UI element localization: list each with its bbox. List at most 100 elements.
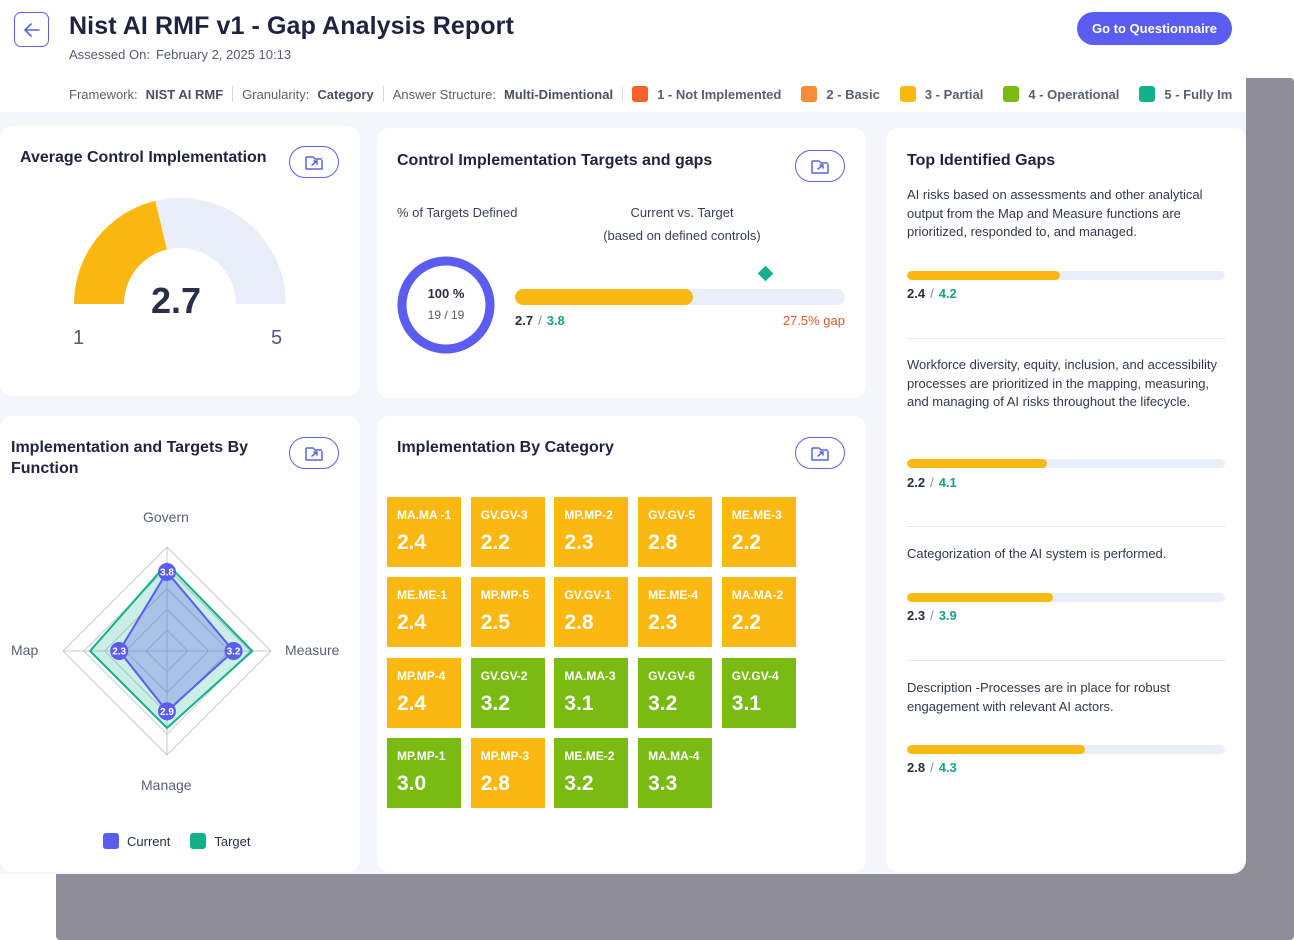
answer-structure-label: Answer Structure:	[392, 86, 497, 102]
gauge-fill	[74, 200, 167, 304]
category-tile[interactable]: MP.MP-4 2.4	[387, 657, 461, 728]
current-value: 2.2	[907, 475, 926, 490]
donut-arc	[397, 256, 495, 354]
category-code: MA.MA-4	[648, 748, 700, 763]
gap-progress-bar	[907, 593, 1225, 602]
current-vs-target-bar	[515, 289, 845, 305]
category-score: 2.4	[397, 691, 427, 715]
category-code: ME.ME-4	[648, 588, 699, 603]
category-score: 2.8	[648, 531, 678, 554]
legend-item: 3 - Partial	[899, 86, 983, 102]
category-tile[interactable]: ME.ME-1 2.4	[387, 577, 461, 648]
legend-swatch	[801, 86, 818, 102]
card-title: Average Control Implementation	[20, 149, 267, 166]
gap-description: Workforce diversity, equity, inclusion, …	[907, 357, 1217, 409]
divider	[232, 86, 234, 102]
category-tile[interactable]: MP.MP-1 3.0	[387, 737, 461, 808]
export-icon	[305, 447, 323, 461]
top-gaps-card: Top Identified Gaps AI risks based on as…	[886, 128, 1246, 872]
gap-values: 2.4/4.2	[907, 286, 957, 301]
gap-values: 2.3/3.9	[907, 608, 957, 623]
gap-progress-fill	[907, 459, 1047, 468]
divider	[907, 660, 1225, 661]
based-on-label: (based on defined controls)	[603, 228, 761, 243]
current-value: 2.4	[907, 286, 926, 301]
gap-description: Categorization of the AI system is perfo…	[907, 546, 1167, 561]
category-score: 2.4	[397, 611, 427, 635]
target-swatch	[190, 833, 207, 849]
target-value: 4.1	[938, 475, 957, 490]
category-score: 3.1	[564, 691, 594, 715]
category-tile[interactable]: GV.GV-3 2.2	[470, 497, 545, 567]
category-tile[interactable]: MA.MA-3 3.1	[554, 657, 629, 728]
export-button[interactable]	[289, 437, 339, 469]
targets-donut	[397, 256, 495, 354]
category-tile[interactable]: MA.MA-4 3.3	[638, 737, 713, 808]
category-code: GV.GV-4	[731, 668, 779, 683]
category-tile[interactable]: MP.MP-3 2.8	[470, 737, 545, 808]
card-title: Top Identified Gaps	[907, 152, 1056, 169]
gap-progress-bar	[907, 271, 1225, 280]
radar-current-point	[110, 642, 129, 660]
granularity-label: Granularity:	[242, 86, 310, 102]
gauge-max-label: 5	[271, 327, 283, 349]
legend-label: 4 - Operational	[1028, 86, 1120, 102]
export-button[interactable]	[289, 146, 339, 178]
category-tile[interactable]: MA.MA-2 2.2	[721, 577, 796, 648]
category-code: MP.MP-2	[564, 508, 613, 522]
assessed-on: Assessed On: February 2, 2025 10:13	[69, 47, 291, 62]
category-score: 3.0	[397, 771, 427, 795]
category-score: 3.3	[648, 771, 678, 795]
legend-swatch	[1139, 86, 1156, 102]
category-tile[interactable]: GV.GV-2 3.2	[470, 657, 545, 728]
category-tile[interactable]: GV.GV-5 2.8	[638, 497, 713, 567]
legend-item: 5 - Fully Im	[1139, 86, 1232, 102]
category-tile[interactable]: GV.GV-6 3.2	[638, 657, 713, 728]
category-code: GV.GV-2	[480, 668, 528, 683]
radar-axis-label: Manage	[141, 777, 192, 793]
category-code: ME.ME-2	[564, 748, 615, 763]
category-score: 2.2	[480, 531, 510, 554]
category-tile[interactable]: MA.MA -1 2.4	[387, 497, 461, 567]
back-button[interactable]	[14, 12, 49, 47]
category-score: 2.8	[564, 611, 594, 635]
category-tile[interactable]: ME.ME-2 3.2	[554, 737, 629, 808]
divider	[622, 86, 624, 102]
category-tile[interactable]: GV.GV-1 2.8	[554, 577, 629, 648]
category-tile[interactable]: MP.MP-5 2.5	[470, 577, 545, 648]
go-to-questionnaire-button[interactable]: Go to Questionnaire	[1077, 12, 1232, 45]
legend-swatch	[1003, 86, 1020, 102]
radar-legend: Current Target	[103, 833, 251, 849]
report-window: Nist AI RMF v1 - Gap Analysis Report Ass…	[0, 0, 1246, 874]
category-tile[interactable]: GV.GV-4 3.1	[721, 657, 796, 728]
gap-progress-fill	[907, 745, 1086, 754]
category-card: Implementation By Category MA.MA -1 2.4 GV…	[377, 416, 866, 872]
current-vs-target-label: Current vs. Target	[630, 205, 734, 220]
export-icon	[811, 447, 829, 461]
radar-data-label: 3.8	[160, 567, 174, 578]
gap-values: 2.2/4.1	[907, 475, 957, 490]
report-meta-row: Framework: NIST AI RMF Granularity: Cate…	[69, 85, 1244, 103]
gauge-min-label: 1	[73, 327, 85, 349]
category-code: MP.MP-4	[397, 668, 446, 683]
export-button[interactable]	[795, 437, 845, 469]
category-tile[interactable]: MP.MP-2 2.3	[554, 497, 629, 567]
export-button[interactable]	[795, 150, 845, 182]
function-radar-card: Implementation and Targets By Function 3…	[0, 416, 360, 872]
current-value: 2.8	[907, 760, 926, 775]
gap-description: Description -Processes are in place for …	[907, 680, 1171, 714]
radar-current-point	[158, 702, 176, 721]
target-marker	[758, 265, 774, 282]
radar-data-label: 2.9	[160, 707, 174, 718]
category-code: MA.MA-2	[731, 588, 784, 603]
targets-count: 19 / 19	[427, 308, 465, 322]
targets-defined-label: % of Targets Defined	[397, 205, 518, 220]
current-swatch	[103, 833, 119, 849]
export-icon	[811, 160, 829, 174]
category-score: 2.4	[397, 531, 427, 554]
radar-data-label: 3.2	[227, 647, 241, 658]
category-tile[interactable]: ME.ME-4 2.3	[638, 577, 713, 648]
current-value: 2.3	[907, 608, 926, 623]
category-tile[interactable]: ME.ME-3 2.2	[721, 497, 796, 567]
legend-item: 1 - Not Implemented	[632, 86, 781, 102]
